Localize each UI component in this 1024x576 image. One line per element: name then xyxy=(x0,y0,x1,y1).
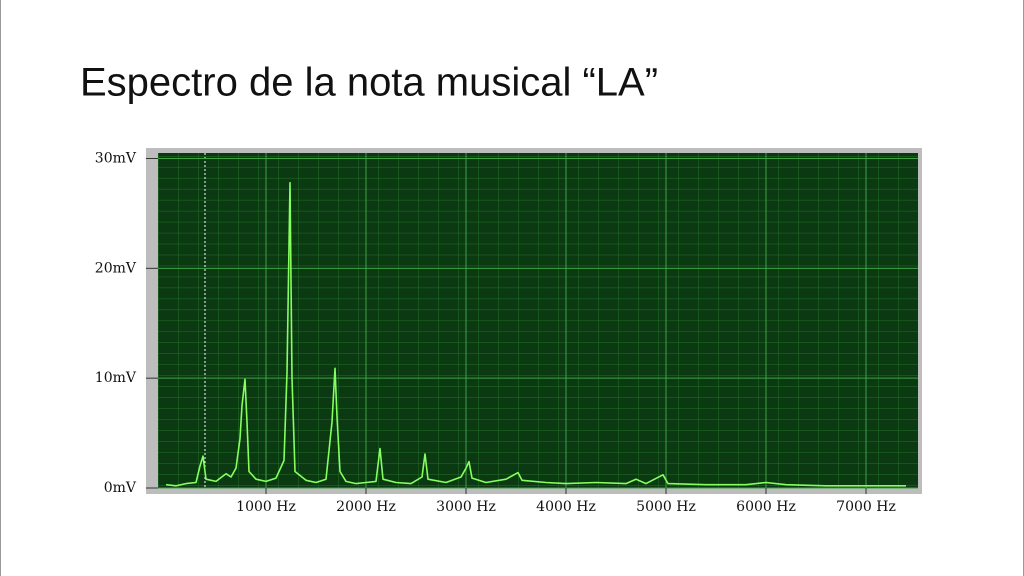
minor-grid xyxy=(158,153,918,488)
x-tick-label: 4000 Hz xyxy=(536,499,596,515)
x-tick-label: 2000 Hz xyxy=(336,499,396,515)
x-tick-label: 1000 Hz xyxy=(236,499,296,515)
x-tick-label: 7000 Hz xyxy=(836,499,896,515)
y-tick-label: 30mV xyxy=(95,150,137,166)
y-tick-label: 10mV xyxy=(95,370,137,386)
x-tick-label: 6000 Hz xyxy=(736,499,796,515)
plot: 0mV 10mV 20mV 30mV 1000 Hz 2000 Hz 3000 Hz 4000… xyxy=(95,150,918,515)
x-tick-label: 3000 Hz xyxy=(436,499,496,515)
title: Espectro de la nota musical “LA” xyxy=(80,61,658,105)
y-tick-label: 0mV xyxy=(104,480,137,496)
x-tick-label: 5000 Hz xyxy=(636,499,696,515)
spectrum-line xyxy=(165,181,906,487)
y-tick-label: 20mV xyxy=(95,260,137,276)
